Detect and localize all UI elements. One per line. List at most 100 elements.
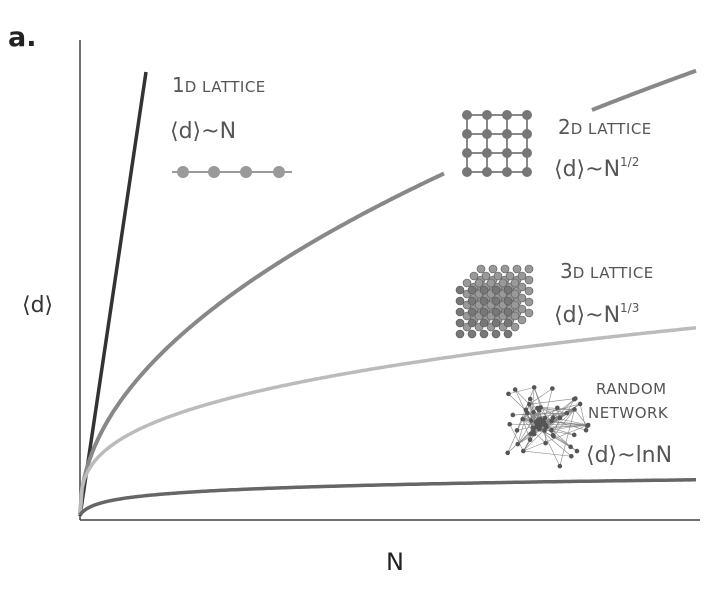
formula: ⟨d⟩~N: [554, 157, 620, 182]
cube-node: [525, 265, 533, 273]
cube-node: [504, 308, 512, 316]
grid-icon: [462, 110, 532, 177]
network-icon: [505, 385, 590, 468]
cube-node: [463, 279, 471, 287]
grid-node: [502, 148, 512, 158]
label-2d: 2D LATTICE: [558, 115, 652, 139]
network-node: [513, 387, 518, 392]
network-node: [537, 408, 542, 413]
network-edge: [523, 451, 571, 456]
network-node: [506, 392, 511, 397]
network-node: [531, 410, 536, 415]
label-3d: 3D LATTICE: [560, 259, 654, 283]
network-edge: [508, 387, 534, 394]
network-node: [529, 418, 534, 423]
cube-icon: [456, 265, 533, 338]
cube-node: [518, 283, 526, 291]
cube-node: [504, 286, 512, 294]
formula-1d: ⟨d⟩~N: [170, 119, 236, 144]
network-node: [520, 417, 525, 422]
network-node: [565, 411, 570, 416]
grid-node: [482, 110, 492, 120]
label-1d: 1D LATTICE: [172, 73, 266, 97]
curve-2d: [592, 71, 696, 110]
network-node: [569, 454, 574, 459]
cube-node: [504, 330, 512, 338]
grid-node: [462, 167, 472, 177]
cube-node: [511, 301, 519, 309]
network-node: [515, 428, 520, 433]
cube-node: [489, 265, 497, 273]
network-node: [568, 445, 573, 450]
cube-node: [504, 297, 512, 305]
cube-node: [480, 286, 488, 294]
cube-node: [506, 272, 514, 280]
cube-node: [456, 330, 464, 338]
cube-node: [513, 265, 521, 273]
formula: ⟨d⟩~N: [554, 303, 620, 328]
dim-name: D LATTICE: [185, 78, 266, 96]
exponent: 1/3: [620, 301, 639, 315]
formula-2d: ⟨d⟩~N1/2: [554, 155, 639, 182]
cube-node: [525, 298, 533, 306]
network-node: [555, 406, 560, 411]
network-node: [521, 449, 526, 454]
cube-node: [456, 319, 464, 327]
grid-node: [502, 129, 512, 139]
cube-node: [456, 286, 464, 294]
cube-node: [525, 276, 533, 284]
cube-node: [475, 279, 483, 287]
y-axis-label: ⟨d⟩: [22, 293, 53, 318]
network-node: [549, 419, 554, 424]
network-node: [525, 411, 530, 416]
grid-node: [482, 129, 492, 139]
grid-node: [522, 129, 532, 139]
cube-node: [468, 319, 476, 327]
dim-name: D LATTICE: [571, 120, 652, 138]
cube-node: [525, 287, 533, 295]
cube-node: [518, 305, 526, 313]
cube-node: [492, 330, 500, 338]
network-node: [537, 427, 542, 432]
network-node: [505, 451, 510, 456]
cube-node: [525, 309, 533, 317]
formula-random: ⟨d⟩~lnN: [586, 443, 672, 468]
curve-random: [80, 480, 696, 515]
network-node: [543, 441, 548, 446]
cube-node: [456, 297, 464, 305]
grid-node: [462, 129, 472, 139]
network-node: [558, 464, 563, 469]
curve-2d: [80, 174, 444, 516]
network-node: [575, 449, 580, 454]
network-node: [572, 407, 577, 412]
exponent: 1/2: [620, 155, 639, 169]
network-node: [572, 433, 577, 438]
network-node: [550, 386, 555, 391]
network-node: [532, 385, 537, 390]
formula-3d: ⟨d⟩~N1/3: [554, 301, 639, 328]
grid-node: [502, 167, 512, 177]
cube-node: [511, 323, 519, 331]
cube-node: [477, 265, 485, 273]
network-node: [584, 428, 589, 433]
panel-label: a.: [8, 22, 36, 53]
cube-node: [492, 286, 500, 294]
random-line: RANDOM: [596, 380, 667, 398]
cube-node: [468, 286, 476, 294]
cube-node: [511, 279, 519, 287]
cube-node: [511, 290, 519, 298]
cube-node: [492, 319, 500, 327]
cube-node: [518, 294, 526, 302]
cube-node: [468, 297, 476, 305]
cube-node: [470, 272, 478, 280]
network-node: [542, 420, 547, 425]
cube-node: [494, 272, 502, 280]
network-node: [536, 418, 541, 423]
network-node: [578, 402, 583, 407]
cube-node: [492, 297, 500, 305]
cube-node: [511, 312, 519, 320]
network-node: [507, 422, 512, 427]
figure: a. ⟨d⟩ N 1D LATTICE ⟨d⟩~N 2D LATTICE ⟨d⟩…: [0, 0, 718, 592]
random-line: NETWORK: [588, 404, 669, 422]
network-node: [528, 437, 533, 442]
